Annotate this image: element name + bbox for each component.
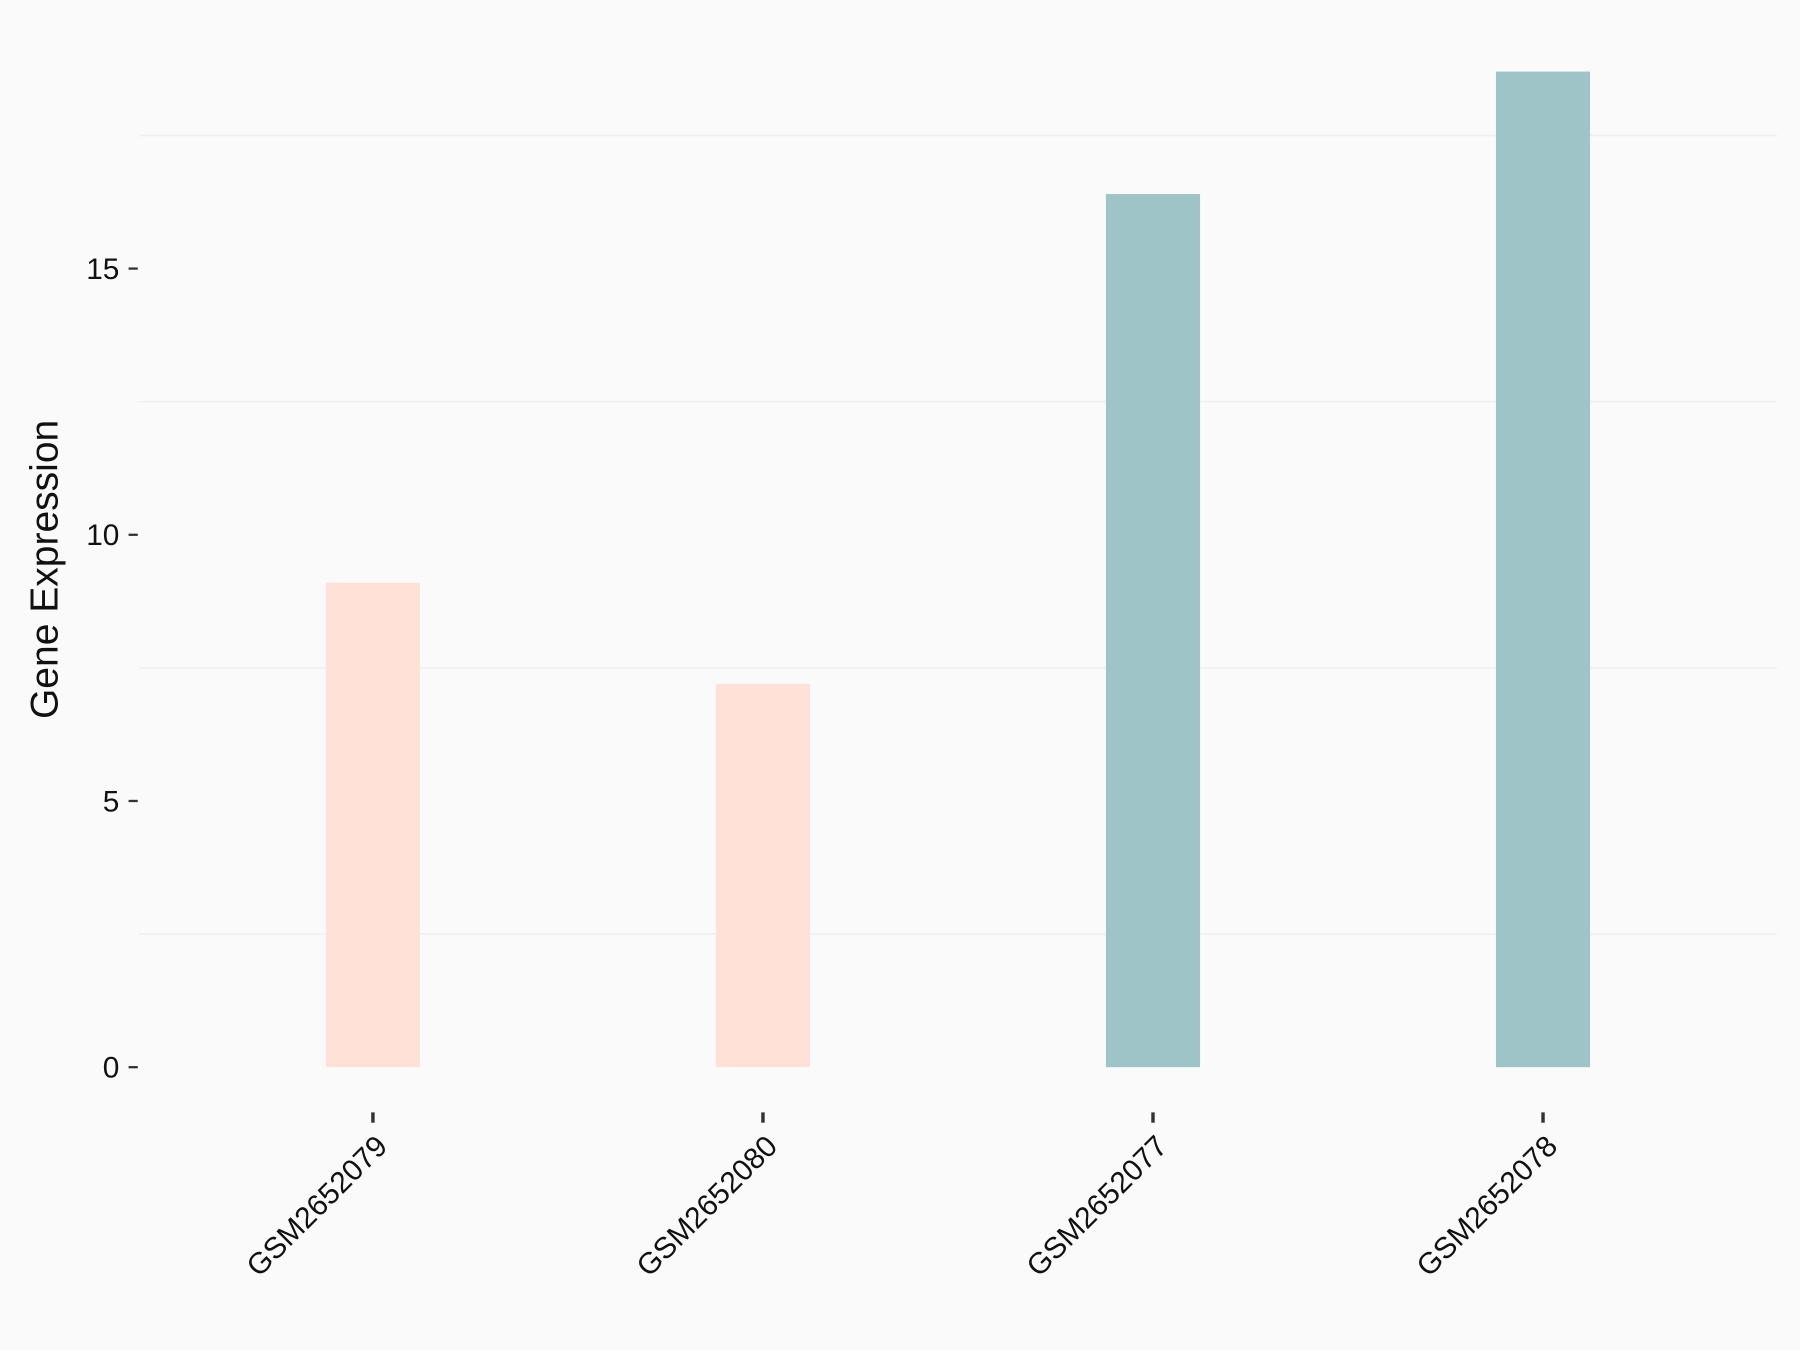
bar [1495, 71, 1591, 1068]
y-axis-title: Gene Expression [23, 420, 66, 719]
y-tick-label: 0 [103, 1052, 120, 1085]
y-tick-label: 15 [86, 253, 119, 286]
y-tick-label: 5 [103, 785, 120, 818]
y-tick-label: 10 [86, 519, 119, 552]
bar [715, 683, 811, 1068]
bar [325, 582, 420, 1068]
bar [1105, 194, 1201, 1068]
